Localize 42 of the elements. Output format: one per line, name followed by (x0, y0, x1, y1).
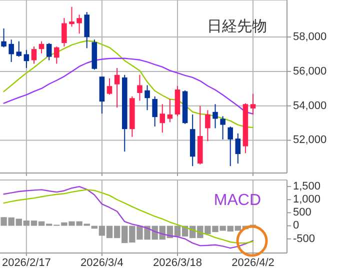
candlestick (212, 104, 218, 129)
y-tick-label: 54,000 (293, 100, 327, 112)
candlestick (62, 18, 67, 47)
candlestick (16, 40, 22, 58)
x-tick-label: 2026/4/2 (232, 257, 274, 269)
candlestick (228, 126, 233, 167)
candlestick (167, 98, 173, 123)
candlestick (46, 42, 52, 61)
candlestick (31, 46, 37, 64)
candlestick (137, 74, 142, 102)
line-series (3, 40, 254, 128)
candlestick (114, 67, 120, 108)
y-tick-label: 0 (293, 220, 300, 232)
y-tick-label: 58,000 (293, 30, 327, 43)
candlestick (54, 46, 60, 64)
candlestick (38, 40, 44, 54)
y-tick-label: 500 (293, 206, 312, 219)
candlestick (205, 110, 210, 142)
candlestick (106, 78, 112, 96)
series-label: MACD (214, 192, 261, 209)
x-tick-label: 2026/3/4 (80, 257, 124, 269)
y-tick-label: 52,000 (293, 134, 327, 146)
candlestick (69, 6, 74, 28)
candlestick (1, 28, 6, 48)
candlestick (84, 12, 90, 49)
candlestick (76, 14, 82, 34)
candlestick (152, 96, 158, 128)
candlestick (8, 39, 14, 62)
x-tick-label: 2026/3/18 (153, 257, 202, 269)
y-tick-label: 56,000 (293, 65, 327, 78)
line-series (3, 58, 254, 115)
candlestick (24, 49, 30, 68)
candlestick (220, 116, 226, 140)
candlestick (160, 104, 166, 134)
candlestick (235, 132, 241, 164)
y-tick-label: 1,500 (293, 180, 321, 192)
text: 日経先物 (207, 18, 267, 35)
y-tick-label: -500 (293, 232, 316, 245)
x-tick-label: 2026/2/17 (2, 257, 51, 269)
candlestick (144, 84, 150, 111)
y-tick-label: 1,000 (293, 194, 321, 206)
candlestick (250, 93, 256, 115)
